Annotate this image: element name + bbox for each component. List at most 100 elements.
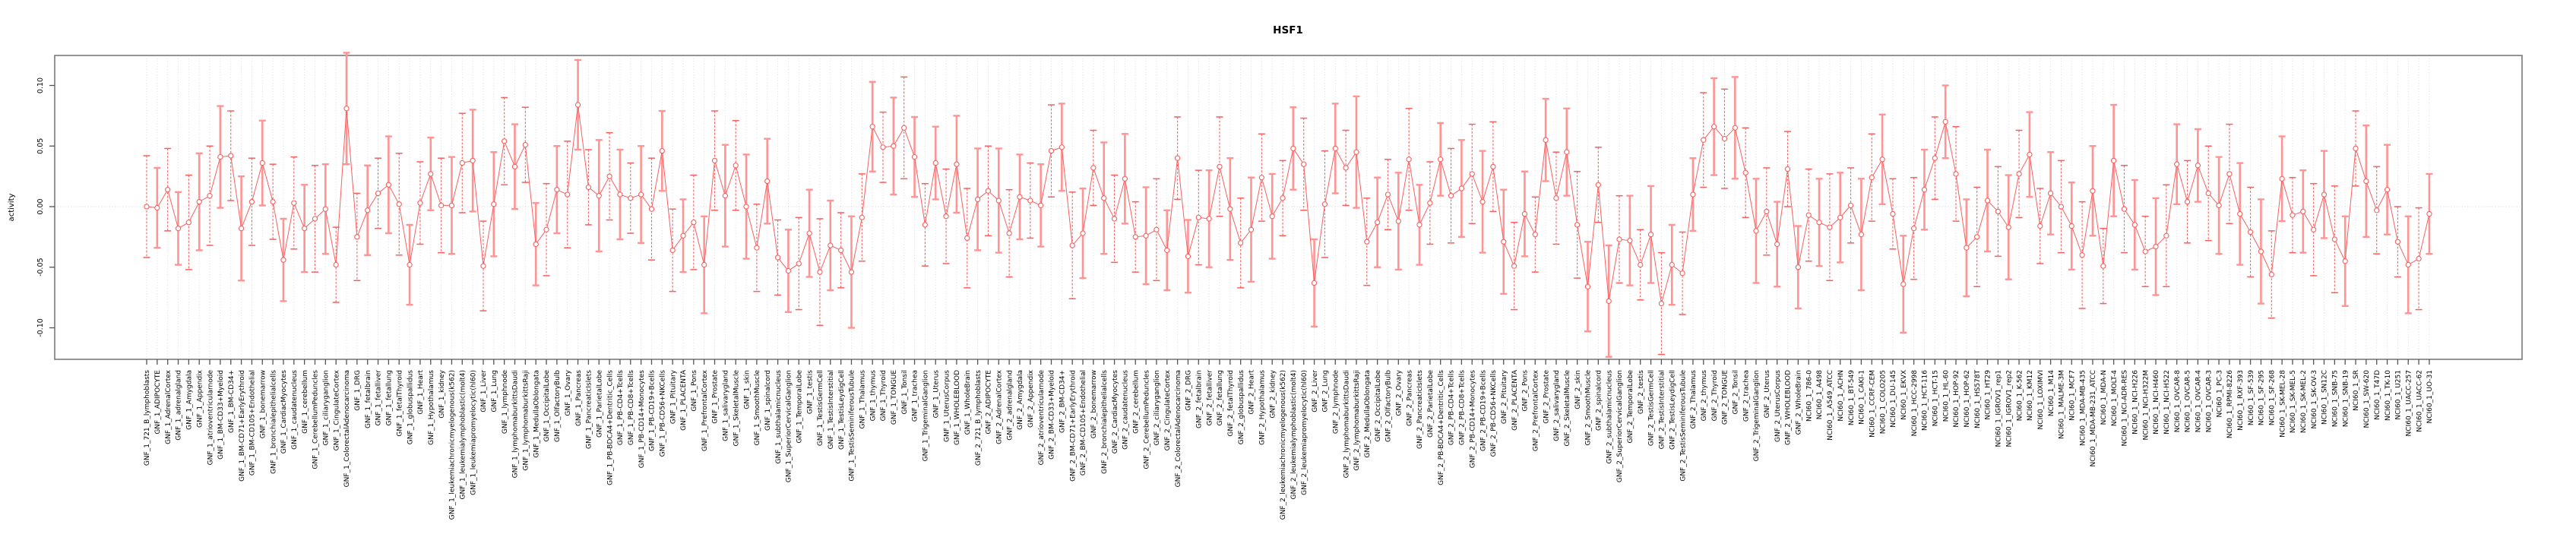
x-tick-label: GNF_1_spinalcord	[764, 370, 772, 431]
data-point	[1774, 241, 1780, 248]
x-tick-label: NCI60_1_OVCAR-8	[2174, 370, 2182, 433]
x-tick-label: NCI60_1_SK-MEL-28	[2279, 370, 2286, 438]
data-point	[1879, 156, 1885, 163]
data-point	[638, 191, 644, 198]
x-tick-label: GNF_1_lymphomaburkittsDaudi	[512, 370, 520, 478]
x-tick-label: GNF_1_CardiacMyocytes	[280, 370, 288, 454]
data-point	[848, 269, 855, 275]
x-tick-label: GNF_1_TestisLeydigCell	[838, 370, 846, 450]
data-point	[322, 206, 328, 212]
data-point	[396, 201, 402, 207]
data-point	[1974, 234, 1980, 240]
data-point	[2374, 207, 2380, 213]
x-tick-label: NCI60_1_PC-3	[2216, 370, 2223, 418]
x-tick-label: NCI60_1_KM12	[2027, 370, 2034, 421]
data-point	[343, 106, 350, 112]
data-point	[806, 230, 812, 236]
x-tick-label: NCI60_1_SNB-75	[2332, 370, 2340, 427]
data-point	[248, 198, 255, 205]
data-point	[417, 200, 423, 206]
x-tick-label: GNF_2_atrioventricularnode	[1038, 370, 1046, 466]
data-point	[1427, 200, 1433, 206]
data-point	[2311, 226, 2317, 232]
data-point	[165, 187, 171, 193]
x-tick-label: GNF_1_salivarygland	[723, 370, 730, 441]
data-point	[543, 226, 549, 232]
x-tick-label: GNF_1_MedullaOblongata	[533, 370, 540, 458]
data-point	[301, 226, 308, 232]
x-tick-label: NCI60_1_786-0	[1805, 370, 1813, 422]
data-point	[1438, 156, 1444, 163]
data-point	[2205, 190, 2211, 197]
x-tick-label: NCI60_1_NCI-ADR-RES	[2122, 370, 2129, 447]
x-tick-label: NCI60_1_HL-60	[1942, 370, 1950, 422]
x-tick-label: NCI60_1_K-562	[2016, 370, 2024, 421]
x-tick-label: GNF_2_TrigeminalGanglion	[1753, 370, 1761, 461]
data-point	[2384, 187, 2391, 193]
x-tick-label: GNF_1_BM-CD33+Myeloid	[217, 370, 225, 460]
x-tick-label: GNF_2_CerebellumPeduncles	[1143, 370, 1150, 469]
x-tick-label: NCI60_1_BT-549	[1848, 370, 1856, 425]
data-point	[1490, 163, 1496, 170]
x-tick-label: GNF_1_BM-CD105+Endothelial	[249, 370, 257, 476]
data-point	[291, 200, 297, 206]
x-tick-label: GNF_1_CerebellumPeduncles	[312, 370, 320, 469]
data-point	[2363, 178, 2369, 185]
data-point	[1827, 224, 1833, 230]
data-point	[2090, 188, 2096, 194]
data-point	[1217, 163, 1223, 170]
x-tick-label: GNF_1_Liver	[480, 370, 488, 412]
x-tick-label: GNF_2_bronchialepithelialcells	[1101, 370, 1109, 474]
data-point	[1111, 216, 1118, 222]
x-tick-label: GNF_1_caudatenucleus	[291, 370, 299, 450]
data-point	[207, 192, 213, 199]
data-point	[259, 160, 265, 166]
plot-frame	[54, 55, 2523, 360]
x-tick-label: GNF_2_BM-CD34+	[1059, 370, 1067, 433]
x-tick-label: NCI60_1_MDA-N	[2100, 370, 2108, 425]
data-point	[1479, 198, 1486, 205]
x-tick-label: GNF_1_OccipitalLobe	[543, 370, 551, 442]
x-tick-label: GNF_1_TestisSeminiferousTubule	[849, 370, 856, 482]
x-tick-label: GNF_1_PB-CD56+NKCells	[660, 370, 667, 457]
x-tick-label: NCI60_1_HT29	[1985, 370, 1992, 420]
data-point	[1364, 239, 1370, 245]
x-tick-label: GNF_1_BM-CD71+EarlyErythroid	[239, 370, 246, 482]
data-point	[1238, 240, 1244, 246]
data-point	[2079, 252, 2085, 258]
data-point	[1059, 144, 1065, 150]
x-tick-label: GNF_1_PLACENTA	[680, 369, 688, 431]
data-point	[2342, 258, 2348, 264]
data-point	[407, 261, 413, 268]
data-point	[1332, 145, 1338, 152]
data-point	[1269, 213, 1275, 220]
x-tick-label: GNF_2_OccipitalLobe	[1375, 370, 1382, 442]
x-tick-label: GNF_2_721_B_lymphoblasts	[975, 370, 983, 466]
data-point	[1154, 226, 1160, 232]
data-point	[1953, 171, 1959, 177]
data-point	[2047, 190, 2054, 197]
x-tick-label: NCI60_1_MOLT-4	[2111, 370, 2119, 426]
data-point	[491, 201, 497, 207]
data-point	[596, 192, 602, 199]
x-tick-label: GNF_1_bronchialepithelialcells	[270, 370, 277, 474]
x-tick-label: NCI60_1_MALME-3M	[2059, 370, 2066, 439]
data-point	[480, 263, 486, 269]
x-tick-label: NCI60_1_MDA-MB-435	[2079, 370, 2087, 446]
data-point	[2226, 171, 2233, 177]
data-point	[2058, 204, 2065, 210]
x-tick-label: GNF_2_caudatenucleus	[1122, 370, 1130, 450]
data-point	[228, 153, 234, 159]
x-tick-label: GNF_2_trachea	[1742, 370, 1750, 422]
x-tick-label: NCI60_1_SF-295	[2258, 370, 2266, 425]
data-point	[280, 257, 286, 263]
data-point	[438, 202, 445, 209]
data-point	[722, 192, 729, 199]
data-point	[659, 147, 665, 154]
data-point	[1869, 175, 1875, 181]
x-tick-label: GNF_1_Uterus	[932, 370, 940, 419]
data-point	[1164, 247, 1170, 254]
data-point	[1069, 242, 1075, 248]
x-tick-label: GNF_2_Ovary	[1396, 369, 1404, 416]
data-point	[1469, 171, 1475, 177]
